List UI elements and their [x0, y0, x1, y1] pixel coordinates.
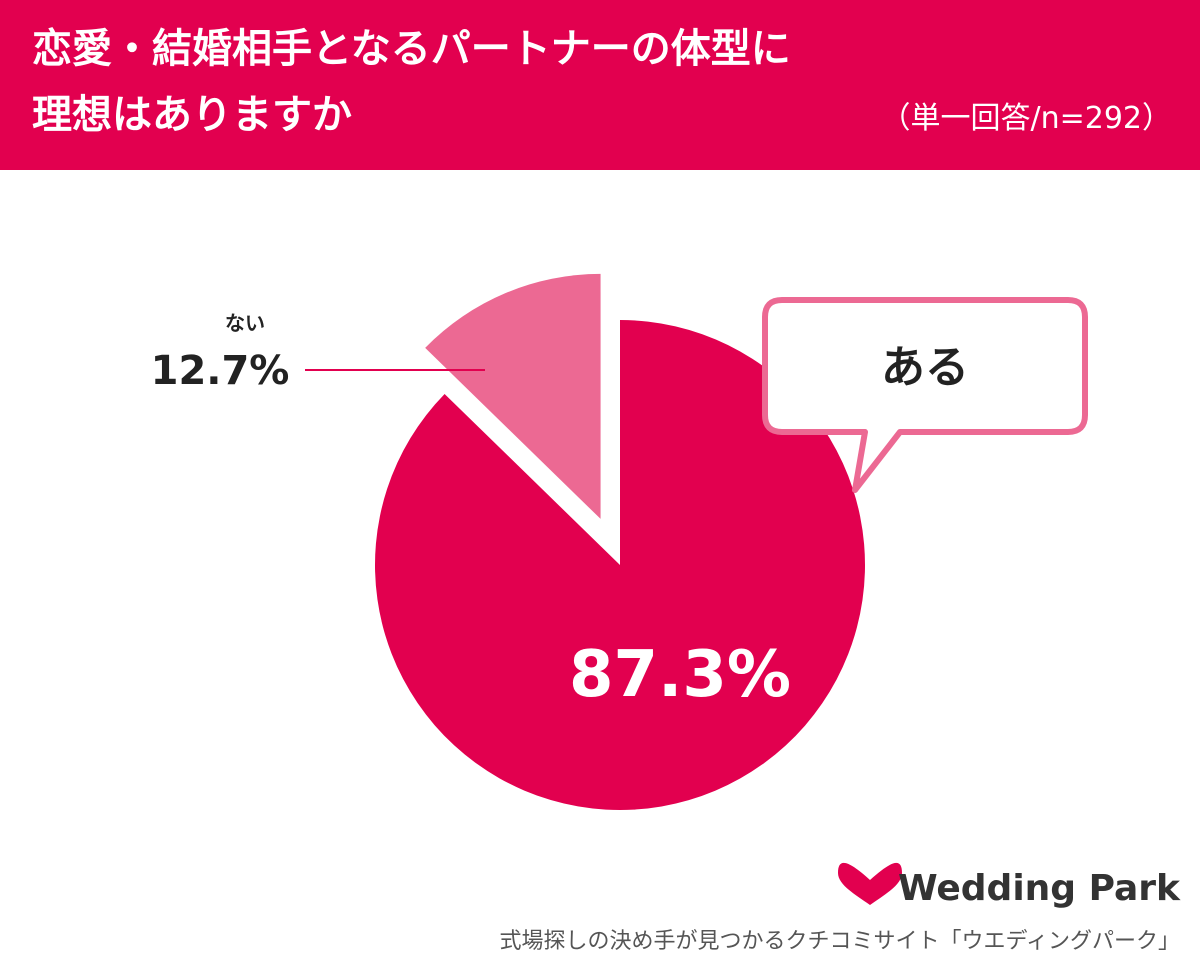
- category-label: ある: [881, 342, 969, 393]
- chart-subtitle: （単一回答/n=292）: [880, 101, 1172, 136]
- value-label: 87.3%: [569, 638, 791, 712]
- pie: [374, 273, 865, 810]
- pie-slice: [425, 273, 601, 519]
- tagline: 式場探しの決め手が見つかるクチコミサイト「ウエディングパーク」: [500, 929, 1180, 954]
- brand: Wedding Park: [898, 868, 1181, 909]
- callout: [762, 297, 1088, 493]
- logo-heart: [838, 862, 902, 905]
- chart-title: 恋愛・結婚相手となるパートナーの体型に: [32, 26, 791, 72]
- pie-slice: [374, 320, 865, 810]
- value-label: 12.7%: [151, 348, 290, 394]
- header-bar: [0, 0, 1200, 170]
- category-label: ない: [225, 311, 265, 335]
- chart-title: 理想はありますか: [32, 92, 352, 138]
